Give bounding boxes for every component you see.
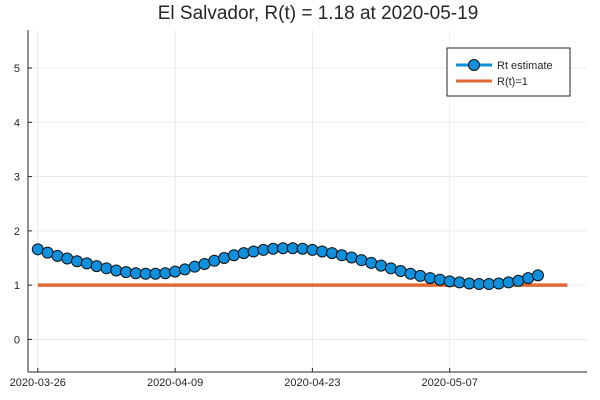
rt-estimate-point bbox=[178, 263, 191, 276]
rt-estimate-point bbox=[51, 249, 64, 262]
legend-box bbox=[446, 47, 571, 97]
axes bbox=[27, 30, 587, 373]
y-tick-label: 3 bbox=[14, 172, 20, 184]
legend-rt-marker bbox=[468, 59, 480, 71]
rt-estimate-point bbox=[453, 276, 466, 289]
x-tick-label: 2020-04-09 bbox=[147, 377, 203, 389]
y-tick-label: 2 bbox=[14, 226, 20, 238]
y-tick-label: 4 bbox=[14, 117, 20, 129]
rt-estimate-point bbox=[237, 247, 250, 260]
rt-estimate-point bbox=[71, 255, 84, 268]
rt-estimate-point bbox=[502, 276, 515, 289]
rt-estimate-point bbox=[227, 249, 240, 262]
rt-estimate-point bbox=[188, 260, 201, 273]
rt-estimate-point bbox=[110, 264, 123, 277]
rt-estimate-point bbox=[492, 277, 505, 290]
legend-rt-label: Rt estimate bbox=[497, 60, 553, 72]
rt-estimate-point bbox=[306, 243, 319, 256]
rt-estimate-point bbox=[424, 272, 437, 285]
rt-estimate-point bbox=[61, 252, 74, 265]
rt-estimate-point bbox=[512, 274, 525, 287]
y-axis-ticks: 0 1 2 3 4 5 bbox=[14, 63, 32, 346]
rt-estimate-point bbox=[443, 275, 456, 288]
rt-estimate-point bbox=[414, 269, 427, 282]
rt-estimate-point bbox=[257, 243, 270, 256]
x-tick-label: 2020-03-26 bbox=[10, 377, 66, 389]
legend: Rt estimate R(t)=1 bbox=[446, 47, 571, 97]
y-tick-label: 5 bbox=[14, 63, 20, 75]
x-tick-label: 2020-04-23 bbox=[284, 377, 340, 389]
rt-estimate-point bbox=[345, 251, 358, 264]
chart-title: El Salvador, R(t) = 1.18 at 2020-05-19 bbox=[158, 3, 479, 24]
rt-estimate-point bbox=[100, 262, 113, 275]
x-tick-label: 2020-05-07 bbox=[422, 377, 478, 389]
rt-estimate-point bbox=[169, 265, 182, 278]
rt-estimate-point bbox=[218, 252, 231, 264]
y-tick-label: 1 bbox=[14, 280, 20, 292]
rt-estimate-point bbox=[433, 273, 446, 286]
legend-ref-label: R(t)=1 bbox=[497, 76, 528, 88]
rt-estimate-point bbox=[90, 260, 103, 273]
rt-estimate-point bbox=[365, 256, 378, 269]
rt-estimate-point bbox=[208, 254, 221, 267]
series-layer bbox=[31, 242, 568, 291]
x-axis-ticks: 2020-03-26 2020-04-09 2020-04-23 2020-05-07 bbox=[10, 368, 478, 389]
rt-estimate-point bbox=[404, 267, 417, 280]
rt-estimate-point bbox=[316, 245, 329, 258]
rt-estimate-point bbox=[120, 266, 133, 279]
rt-estimate-point bbox=[335, 249, 348, 262]
rt-estimate-point bbox=[522, 272, 535, 285]
rt-estimate-point bbox=[375, 259, 388, 272]
rt-estimate-point bbox=[384, 262, 397, 275]
rt-estimate-point bbox=[326, 247, 339, 260]
rt-estimate-point bbox=[531, 269, 544, 282]
rt-estimate-point bbox=[247, 245, 260, 258]
rt-estimate-point bbox=[159, 267, 172, 280]
y-tick-label: 0 bbox=[14, 334, 20, 346]
rt-estimate-point bbox=[296, 242, 309, 255]
rt-estimate-point bbox=[355, 254, 368, 267]
rt-estimate-point bbox=[80, 257, 93, 270]
rt-estimate-point bbox=[394, 265, 407, 278]
